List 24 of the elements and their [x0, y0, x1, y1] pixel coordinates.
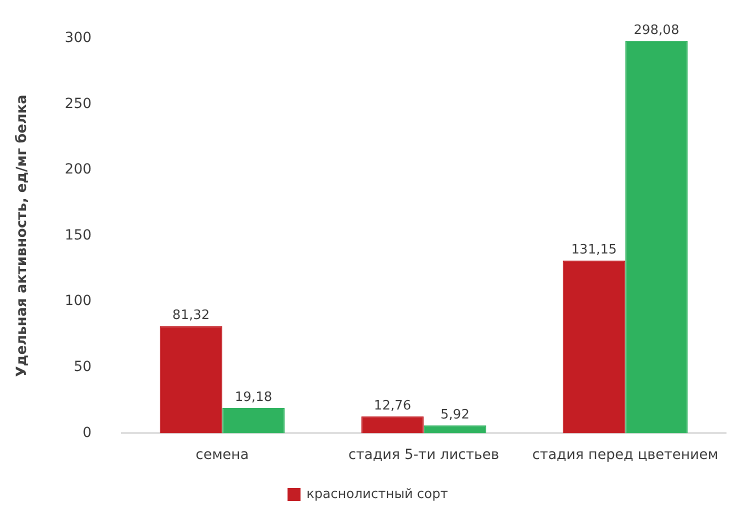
data-label: 5,92 — [440, 407, 470, 422]
bar — [160, 326, 222, 434]
bar — [222, 408, 285, 434]
y-tick-label: 50 — [74, 359, 92, 376]
y-axis-title: Удельная активность, ед/мг белка — [14, 94, 30, 377]
x-tick-label: стадия перед цветением — [532, 447, 718, 464]
bar — [625, 40, 688, 434]
x-tick-label: стадия 5-ти листьев — [348, 447, 500, 464]
bar — [562, 260, 626, 434]
data-label: 12,76 — [374, 398, 412, 414]
data-label: 298,08 — [634, 22, 680, 38]
y-tick-label: 250 — [64, 96, 92, 112]
data-label: 81,32 — [172, 308, 210, 324]
y-tick-label: 0 — [82, 424, 92, 441]
data-label: 131,15 — [571, 242, 617, 258]
y-tick-label: 300 — [64, 30, 92, 46]
y-tick-label: 200 — [64, 162, 92, 178]
x-tick-label: семена — [196, 447, 249, 464]
bar — [361, 416, 424, 434]
legend-label: краснолистный сорт — [306, 486, 448, 502]
y-tick-label: 150 — [64, 227, 92, 244]
bar — [424, 425, 486, 434]
y-tick-label: 100 — [64, 293, 92, 310]
data-label: 19,18 — [234, 390, 272, 405]
